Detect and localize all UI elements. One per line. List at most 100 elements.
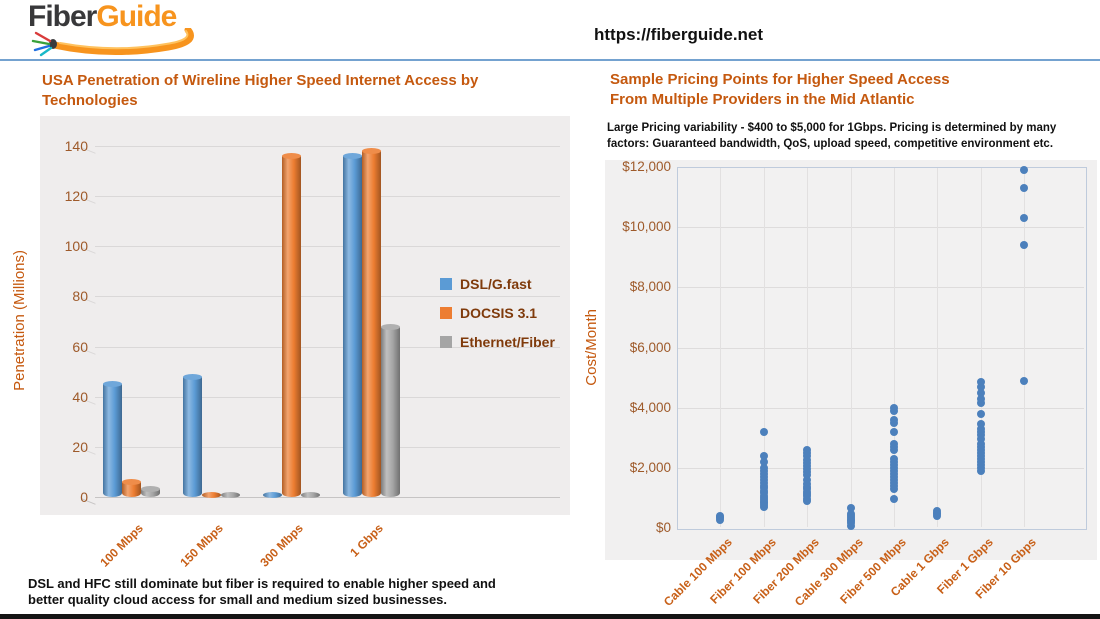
gridline-h [678, 287, 1084, 289]
y-axis-tick-label: $2,000 [629, 459, 671, 475]
data-point [803, 445, 812, 454]
bar-DOCSIS 3.1 [121, 478, 141, 497]
data-point [1020, 241, 1029, 250]
data-point [759, 427, 768, 436]
legend-marker [440, 336, 452, 348]
left-footnote: DSL and HFC still dominate but fiber is … [28, 576, 496, 608]
y-axis-tick-label: 120 [64, 188, 88, 205]
gridline-v [894, 168, 896, 527]
y-axis-tick-label: $8,000 [629, 279, 671, 295]
bottom-border [0, 614, 1100, 619]
site-url: https://fiberguide.net [594, 25, 764, 44]
data-point [803, 480, 812, 489]
legend-marker [440, 278, 452, 290]
data-point [846, 504, 855, 513]
logo-text-fiber: Fiber [28, 0, 97, 33]
data-point [976, 424, 985, 433]
data-point [890, 439, 899, 448]
right-y-axis-title: Cost/Month [582, 308, 600, 386]
legend-item: DOCSIS 3.1 [440, 305, 555, 321]
data-point [890, 403, 899, 412]
y-axis-tick-label: 60 [72, 338, 88, 355]
gridline [95, 396, 560, 398]
gridline [95, 346, 560, 348]
bar-DSL/G.fast [102, 381, 122, 497]
bar-DSL/G.fast [342, 153, 362, 497]
gridline [95, 497, 560, 498]
legend: DSL/G.fast DOCSIS 3.1 Ethernet/Fiber [440, 276, 555, 363]
data-point [803, 456, 812, 465]
gridline [95, 196, 560, 198]
bar-top [140, 486, 160, 493]
data-point [976, 439, 985, 448]
y-axis-tick-label: $10,000 [622, 219, 671, 235]
gridline [95, 446, 560, 448]
left-y-axis-title: Penetration (Millions) [10, 249, 28, 391]
gridline-v [807, 168, 809, 527]
data-point [759, 457, 768, 466]
right-chart-title: Sample Pricing Points for Higher Speed A… [610, 70, 1090, 111]
right-chart-title-line2: From Multiple Providers in the Mid Atlan… [610, 91, 915, 109]
bar-Ethernet/Fiber [380, 323, 400, 497]
bar-DOCSIS 3.1 [281, 153, 301, 497]
y-axis-tick-label: 0 [80, 489, 88, 505]
data-point [976, 409, 985, 418]
data-point [976, 420, 985, 429]
logo-text-guide: Guide [96, 0, 177, 33]
gridline-v [850, 168, 852, 527]
bar-DSL/G.fast [262, 492, 282, 498]
y-axis-tick-label: 100 [64, 238, 88, 255]
gridline-h [678, 407, 1084, 409]
logo-wordmark: FiberGuide [28, 2, 228, 32]
y-axis-tick-label: $0 [655, 520, 671, 535]
y-axis-tick-label: 140 [64, 138, 88, 154]
gridline-v [763, 168, 765, 527]
legend-label: DSL/G.fast [460, 276, 532, 292]
header-divider [0, 59, 1100, 61]
data-point [1020, 214, 1029, 223]
bar-DOCSIS 3.1 [201, 492, 221, 498]
gridline-h [678, 467, 1084, 469]
data-point [976, 382, 985, 391]
penetration-bar-chart: 0 20 40 60 80 100 120 140 100 Mbps 150 Mbps 300 Mb… [40, 116, 570, 570]
data-point [976, 388, 985, 397]
right-chart-title-line1: Sample Pricing Points for Higher Speed A… [610, 71, 950, 88]
y-axis-tick-label: $4,000 [629, 399, 671, 415]
bar-top [361, 148, 381, 154]
gridline-v [980, 168, 982, 527]
bar-top [182, 373, 202, 380]
y-axis-tick-label: 40 [72, 388, 88, 405]
gridline [95, 296, 560, 298]
gridline-h [678, 227, 1084, 229]
data-point [1020, 376, 1029, 385]
bar-Ethernet/Fiber [300, 492, 320, 498]
data-point [890, 454, 899, 463]
bar-top [121, 478, 141, 485]
gridline-v [1024, 168, 1026, 527]
data-point [759, 451, 768, 460]
gridline-v [937, 168, 939, 527]
data-point [976, 435, 985, 444]
data-point [1020, 184, 1029, 193]
bar-DOCSIS 3.1 [361, 148, 381, 497]
data-point [976, 399, 985, 408]
bar-Ethernet/Fiber [220, 492, 240, 498]
pricing-scatter-chart: $0 $2,000 $4,000 $6,000 $8,000 $10,000 $12,000… [605, 159, 1097, 609]
gridline [95, 146, 560, 147]
legend-marker [440, 307, 452, 319]
data-point [1020, 166, 1029, 174]
legend-item: DSL/G.fast [440, 276, 555, 292]
gridline-h [678, 347, 1084, 349]
fiberguide-logo[interactable]: FiberGuide [28, 2, 228, 58]
legend-label: DOCSIS 3.1 [460, 305, 538, 321]
y-axis-tick-label: 20 [72, 438, 88, 455]
y-axis-tick-label: 80 [72, 288, 88, 305]
fiber-cable-icon [31, 28, 194, 57]
data-point [890, 495, 899, 504]
bar-top [342, 153, 362, 160]
bar-Ethernet/Fiber [140, 486, 160, 497]
data-point [976, 378, 985, 387]
y-axis-tick-label: $12,000 [622, 159, 671, 174]
data-point [759, 463, 768, 472]
